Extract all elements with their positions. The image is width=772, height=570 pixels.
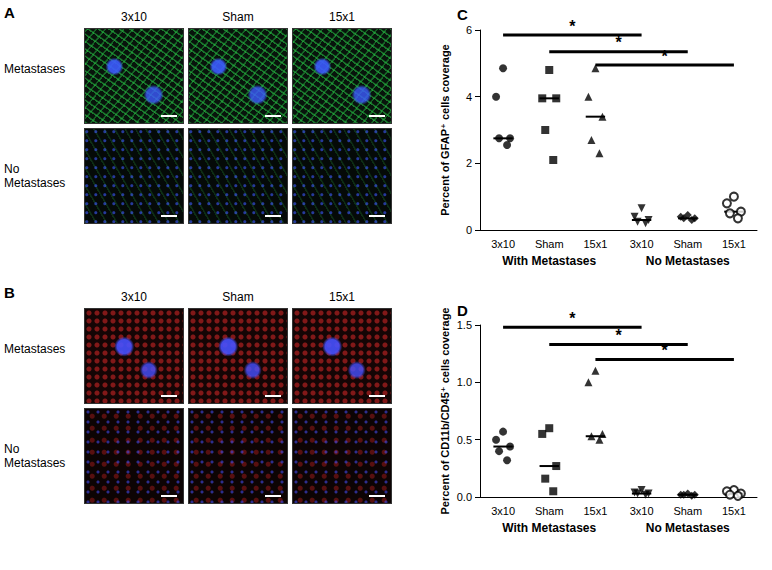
svg-text:No Metastases: No Metastases <box>646 254 730 268</box>
svg-text:3x10: 3x10 <box>491 238 515 250</box>
html-text:No Metastases: No Metastases <box>4 162 66 190</box>
svg-text:Percent of CD11b/CD45⁺ cells c: Percent of CD11b/CD45⁺ cells coverage <box>439 308 451 515</box>
html-text:3x10: 3x10 <box>121 290 147 304</box>
svg-text:*: * <box>615 327 622 344</box>
svg-text:Sham: Sham <box>535 505 564 517</box>
svg-text:6: 6 <box>466 24 472 36</box>
svg-text:No Metastases: No Metastases <box>646 521 730 535</box>
svg-text:15x1: 15x1 <box>583 238 607 250</box>
svg-text:*: * <box>615 34 622 51</box>
html-text:Metastases: Metastases <box>4 62 66 76</box>
html-text:Metastases: Metastases <box>4 342 66 356</box>
svg-text:D: D <box>457 302 468 319</box>
svg-text:3x10: 3x10 <box>630 238 654 250</box>
svg-text:15x1: 15x1 <box>722 238 746 250</box>
svg-text:3x10: 3x10 <box>491 505 515 517</box>
svg-text:15x1: 15x1 <box>722 505 746 517</box>
svg-text:4: 4 <box>466 91 472 103</box>
svg-text:15x1: 15x1 <box>583 505 607 517</box>
svg-text:Percent of GFAP⁺ cells coverag: Percent of GFAP⁺ cells coverage <box>439 44 451 216</box>
svg-text:*: * <box>662 48 669 65</box>
svg-text:1.5: 1.5 <box>457 319 472 331</box>
svg-text:0.5: 0.5 <box>457 434 472 446</box>
svg-text:*: * <box>569 310 576 327</box>
svg-text:Sham: Sham <box>535 238 564 250</box>
svg-text:Sham: Sham <box>673 505 702 517</box>
svg-text:*: * <box>569 18 576 35</box>
svg-text:2: 2 <box>466 157 472 169</box>
html-text:15x1: 15x1 <box>329 10 355 24</box>
html-text:3x10: 3x10 <box>121 10 147 24</box>
svg-text:0: 0 <box>466 224 472 236</box>
svg-text:With Metastases: With Metastases <box>502 254 596 268</box>
html-text:No Metastases: No Metastases <box>4 442 66 470</box>
html-text:15x1: 15x1 <box>329 290 355 304</box>
html-text:Sham: Sham <box>222 10 254 24</box>
html-text:Sham: Sham <box>222 290 254 304</box>
svg-text:1.0: 1.0 <box>457 376 472 388</box>
svg-text:*: * <box>662 342 669 359</box>
svg-text:Sham: Sham <box>673 238 702 250</box>
svg-text:0.0: 0.0 <box>457 491 472 503</box>
html-text:A: A <box>4 4 15 21</box>
svg-text:C: C <box>457 6 468 23</box>
svg-text:3x10: 3x10 <box>630 505 654 517</box>
html-text:B: B <box>4 284 15 301</box>
svg-text:With Metastases: With Metastases <box>502 521 596 535</box>
